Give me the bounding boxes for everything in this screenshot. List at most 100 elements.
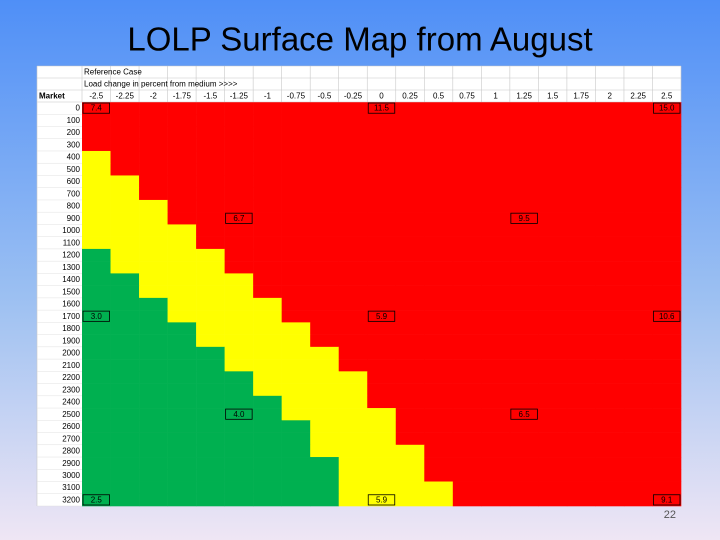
zone-cell — [110, 212, 140, 225]
zone-cell — [196, 346, 225, 360]
zone-cell — [566, 310, 596, 323]
zone-cell — [623, 248, 653, 262]
zone-cell — [509, 163, 539, 176]
row-header: 2700 — [62, 434, 80, 443]
zone-cell — [566, 444, 596, 458]
zone-cell — [509, 322, 539, 335]
zone-cell — [538, 408, 568, 421]
value-label: 6.7 — [233, 214, 245, 223]
zone-cell — [310, 163, 340, 176]
zone-cell — [623, 432, 653, 446]
zone-cell — [424, 420, 454, 433]
zone-cell — [424, 212, 454, 225]
zone-cell — [424, 444, 454, 458]
zone-cell — [310, 187, 340, 201]
zone-cell — [652, 138, 682, 152]
zone-cell — [538, 310, 568, 323]
zone-cell — [566, 273, 596, 286]
zone-cell — [196, 444, 225, 458]
zone-cell — [196, 175, 225, 188]
zone-cell — [481, 420, 511, 433]
zone-cell — [338, 150, 368, 164]
zone-cell — [167, 138, 197, 152]
zone-cell — [566, 371, 596, 384]
zone-cell — [338, 359, 368, 372]
zone-cell — [623, 273, 653, 286]
zone-cell — [281, 334, 311, 348]
zone-cell — [509, 371, 539, 384]
value-box — [82, 494, 110, 506]
zone-cell — [481, 150, 511, 164]
zone-cell — [224, 371, 254, 384]
zone-cell — [167, 371, 197, 384]
zone-cell — [595, 199, 625, 213]
zone-cell — [167, 175, 197, 188]
zone-cell — [538, 163, 568, 176]
zone-cell — [281, 138, 311, 152]
zone-cell — [82, 212, 111, 225]
zone-cell — [139, 175, 168, 188]
zone-cell — [110, 224, 140, 237]
zone-cell — [367, 163, 397, 176]
zone-cell — [281, 359, 311, 372]
page-number: 22 — [664, 509, 676, 521]
zone-cell — [652, 114, 682, 127]
zone-cell — [367, 199, 397, 213]
row-header: 1900 — [62, 336, 80, 345]
zone-cell — [167, 432, 197, 446]
zone-cell — [452, 285, 482, 299]
zone-cell — [452, 163, 482, 176]
zone-cell — [139, 359, 168, 372]
zone-cell — [167, 469, 197, 482]
zone-cell — [595, 432, 625, 446]
zone-cell — [281, 248, 311, 262]
zone-cell — [652, 187, 682, 201]
zone-cell — [338, 187, 368, 201]
zone-cell — [509, 285, 539, 299]
zone-cell — [310, 444, 340, 458]
zone-cell — [310, 102, 340, 115]
zone-cell — [253, 457, 282, 470]
value-label: 9.1 — [661, 495, 673, 504]
zone-cell — [424, 163, 454, 176]
header-line: Load change in percent from medium >>>> — [84, 80, 238, 89]
zone-cell — [566, 114, 596, 127]
zone-cell — [281, 371, 311, 384]
zone-cell — [452, 383, 482, 397]
zone-cell — [167, 322, 197, 335]
zone-cell — [509, 175, 539, 188]
zone-cell — [310, 432, 340, 446]
zone-cell — [338, 102, 368, 115]
zone-cell — [481, 261, 511, 274]
value-label: 15.0 — [659, 104, 675, 113]
zone-cell — [338, 310, 368, 323]
zone-cell — [595, 371, 625, 384]
zone-cell — [82, 432, 111, 446]
zone-cell — [139, 102, 168, 115]
zone-cell — [196, 273, 225, 286]
zone-cell — [652, 150, 682, 164]
slide-title: LOLP Surface Map from August — [127, 21, 592, 58]
zone-cell — [481, 163, 511, 176]
zone-cell — [367, 310, 397, 323]
zone-cell — [139, 334, 168, 348]
zone-cell — [139, 481, 168, 495]
zone-cell — [367, 457, 397, 470]
zone-cell — [82, 493, 111, 507]
zone-cell — [196, 126, 225, 140]
zone-cell — [367, 126, 397, 140]
zone-cell — [424, 199, 454, 213]
zone-cell — [652, 371, 682, 384]
zone-cell — [509, 248, 539, 262]
zone-cell — [338, 420, 368, 433]
zone-cell — [538, 469, 568, 482]
value-label: 3.0 — [91, 312, 103, 321]
zone-cell — [395, 236, 425, 250]
zone-cell — [566, 469, 596, 482]
zone-cell — [452, 444, 482, 458]
row-header: 200 — [67, 128, 81, 137]
zone-cell — [367, 420, 397, 433]
zone-cell — [167, 457, 197, 470]
zone-cell — [82, 273, 111, 286]
zone-cell — [224, 457, 254, 470]
